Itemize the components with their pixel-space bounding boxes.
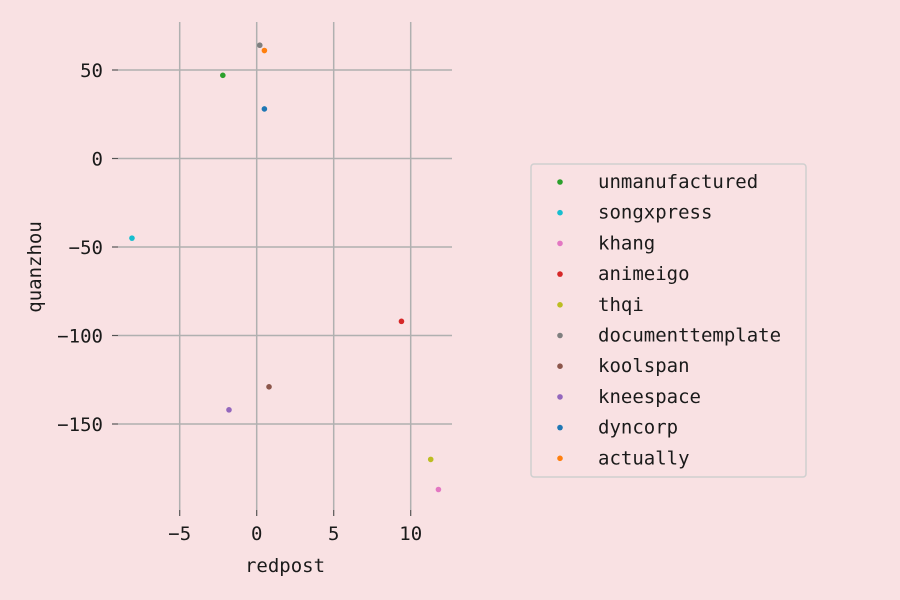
y-tick-label: −100	[57, 326, 103, 348]
legend-label-actually: actually	[598, 447, 690, 469]
y-tick-label: 50	[80, 60, 103, 82]
point-actually	[261, 47, 268, 54]
y-axis: 50 0 −50 −100 −150	[57, 60, 118, 436]
point-songxpress	[129, 235, 135, 241]
x-axis-label: redpost	[245, 555, 325, 577]
legend-label-thqi: thqi	[598, 294, 644, 316]
legend-marker-dyncorp	[557, 424, 563, 431]
legend-label-documenttemplate: documenttemplate	[598, 325, 781, 347]
x-tick-label: 5	[328, 523, 339, 545]
legend-marker-khang	[557, 240, 563, 247]
legend-marker-songxpress	[557, 209, 563, 216]
legend-label-dyncorp: dyncorp	[598, 417, 678, 439]
y-axis-label: quanzhou	[24, 221, 46, 313]
legend-marker-thqi	[557, 302, 563, 308]
point-thqi	[427, 456, 434, 463]
point-unmanufactured	[220, 72, 226, 79]
point-koolspan	[266, 384, 272, 390]
x-axis: −5 0 5 10	[168, 510, 422, 545]
legend-label-animeigo: animeigo	[598, 263, 690, 285]
legend-frame	[530, 163, 807, 478]
legend: unmanufactured songxpress khang animeigo thq…	[530, 163, 807, 478]
grid	[118, 22, 452, 510]
data-points	[129, 42, 442, 493]
point-kneespace	[226, 407, 232, 413]
legend-marker-koolspan	[557, 363, 563, 370]
legend-items: unmanufactured songxpress khang animeigo thq…	[557, 171, 781, 469]
legend-marker-animeigo	[557, 271, 563, 277]
x-tick-label: 0	[251, 523, 262, 545]
legend-marker-kneespace	[557, 394, 563, 400]
legend-marker-actually	[557, 455, 563, 462]
legend-label-songxpress: songxpress	[598, 202, 712, 224]
legend-label-khang: khang	[598, 232, 655, 254]
point-documenttemplate	[256, 42, 263, 49]
y-tick-label: 0	[92, 149, 103, 171]
point-dyncorp	[261, 106, 268, 112]
legend-marker-documenttemplate	[557, 332, 563, 339]
y-tick-label: −150	[57, 414, 103, 436]
legend-label-unmanufactured: unmanufactured	[598, 171, 758, 193]
x-tick-label: −5	[168, 523, 191, 545]
legend-marker-unmanufactured	[557, 179, 563, 185]
legend-label-koolspan: koolspan	[598, 355, 690, 377]
y-tick-label: −50	[69, 237, 103, 259]
x-tick-label: 10	[399, 523, 422, 545]
point-khang	[435, 486, 442, 493]
point-animeigo	[398, 318, 405, 325]
legend-label-kneespace: kneespace	[598, 386, 701, 408]
